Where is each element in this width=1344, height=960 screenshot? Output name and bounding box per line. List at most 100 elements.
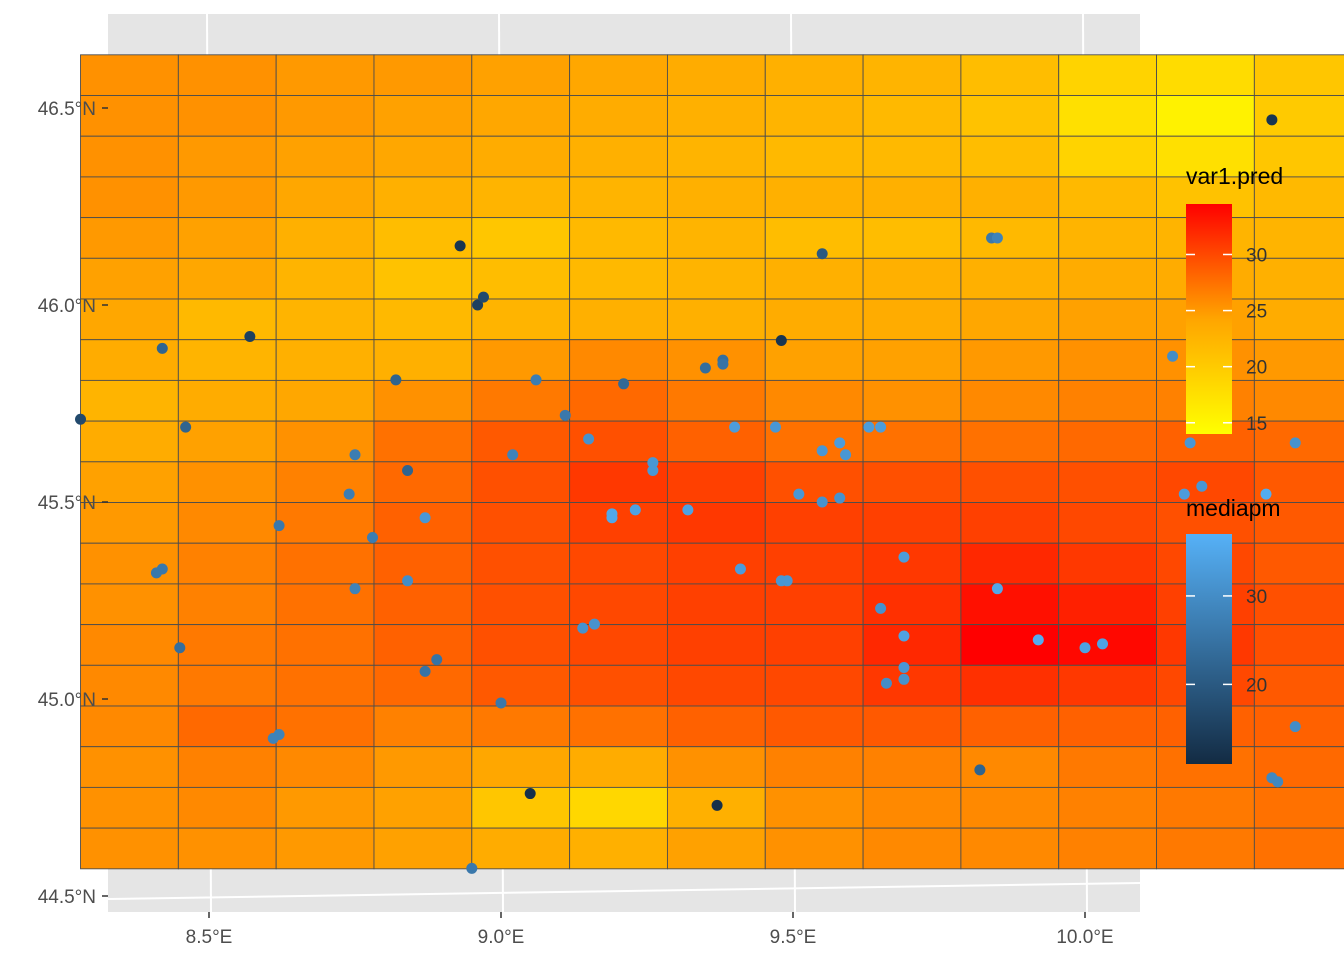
station-point — [1032, 634, 1044, 646]
grid-cell — [1156, 95, 1255, 137]
grid-cell — [373, 298, 473, 341]
grid-cell — [960, 298, 1060, 341]
grid-cell — [569, 664, 668, 707]
grid-cell — [1253, 217, 1344, 259]
station-point — [1260, 488, 1272, 500]
station-point — [559, 409, 571, 421]
grid-cell — [1253, 176, 1344, 219]
grid-cell — [275, 339, 375, 381]
x-tick-label: 9.5°E — [770, 927, 817, 948]
grid-cell — [960, 135, 1060, 178]
grid-cell — [1156, 135, 1255, 178]
station-point — [1184, 437, 1196, 449]
grid-cell — [471, 339, 571, 381]
grid-cell — [569, 54, 668, 96]
grid-cell — [177, 135, 277, 178]
grid-cell — [960, 664, 1060, 707]
station-point — [898, 551, 910, 563]
grid-cell — [764, 176, 864, 219]
grid-cell — [862, 176, 962, 219]
grid-cell — [1253, 339, 1344, 381]
station-point — [1289, 437, 1301, 449]
grid-cell — [275, 379, 375, 422]
colorbar-ticks-var1-pred: 15 20 25 30 — [1186, 245, 1267, 435]
grid-cell — [1058, 176, 1157, 219]
grid-cell — [471, 786, 571, 829]
station-point — [606, 512, 618, 524]
station-point — [180, 421, 192, 433]
station-point — [834, 437, 846, 449]
colorbar-tick-label: 25 — [1246, 302, 1267, 323]
grid-cell — [1156, 827, 1255, 870]
grid-cell — [80, 542, 179, 585]
grid-cell — [373, 135, 473, 178]
grid-cell — [862, 95, 962, 137]
grid-cell — [1253, 95, 1344, 137]
grid-cell — [373, 746, 473, 788]
grid-cell — [862, 135, 962, 178]
grid-cell — [373, 379, 473, 422]
grid-cell — [1058, 461, 1157, 503]
grid-cell — [80, 95, 179, 137]
grid-cell — [569, 339, 668, 381]
grid-cell — [373, 786, 473, 829]
station-point — [583, 433, 595, 445]
grid-cell — [960, 176, 1060, 219]
grid-cell — [1058, 786, 1157, 829]
station-point — [729, 421, 741, 433]
grid-cell — [177, 461, 277, 503]
grid-cell — [764, 217, 864, 259]
grid-cell — [373, 827, 473, 870]
grid-cell — [80, 502, 179, 544]
station-point — [793, 488, 805, 500]
grid-cell — [960, 502, 1060, 544]
station-point — [991, 232, 1003, 244]
grid-cell — [1058, 298, 1157, 341]
grid-cell — [1058, 420, 1157, 463]
station-point — [472, 299, 484, 311]
grid-cell — [1058, 339, 1157, 381]
legend-title-mediapm: mediapm — [1186, 495, 1281, 521]
grid-cell — [275, 461, 375, 503]
grid-cell — [373, 176, 473, 219]
station-point — [647, 457, 659, 469]
grid-cell — [275, 827, 375, 870]
grid-cell — [80, 176, 179, 219]
grid-cell — [80, 705, 179, 748]
grid-cell — [80, 420, 179, 463]
grid-cell — [666, 339, 766, 381]
station-point — [1272, 776, 1284, 788]
grid-cell — [177, 502, 277, 544]
grid-cell — [373, 54, 473, 96]
grid-cell — [373, 461, 473, 503]
grid-cell — [960, 257, 1060, 300]
grid-cell — [275, 502, 375, 544]
station-point — [343, 488, 355, 500]
grid-cell — [666, 583, 766, 626]
station-point — [734, 563, 746, 575]
station-point — [1167, 350, 1179, 362]
station-point — [1196, 480, 1208, 492]
station-point — [588, 618, 600, 630]
station-point — [156, 563, 168, 575]
grid-cell — [569, 257, 668, 300]
grid-cell — [569, 502, 668, 544]
grid-cell — [569, 542, 668, 585]
grid-cell — [960, 583, 1060, 626]
grid-cell — [373, 583, 473, 626]
grid-cell — [1058, 705, 1157, 748]
station-point — [390, 374, 402, 386]
grid-cell — [275, 176, 375, 219]
colorbar-tick-label: 20 — [1246, 675, 1267, 696]
grid-cell — [1058, 257, 1157, 300]
grid-cell — [666, 95, 766, 137]
grid-cell — [666, 542, 766, 585]
station-points — [75, 114, 1301, 874]
grid-cell — [862, 746, 962, 788]
colorbar-tick-label: 20 — [1246, 358, 1267, 379]
grid-cell — [569, 827, 668, 870]
grid-cell — [1253, 624, 1344, 666]
station-point — [1289, 721, 1301, 733]
grid-cell — [569, 786, 668, 829]
grid-cell — [862, 542, 962, 585]
